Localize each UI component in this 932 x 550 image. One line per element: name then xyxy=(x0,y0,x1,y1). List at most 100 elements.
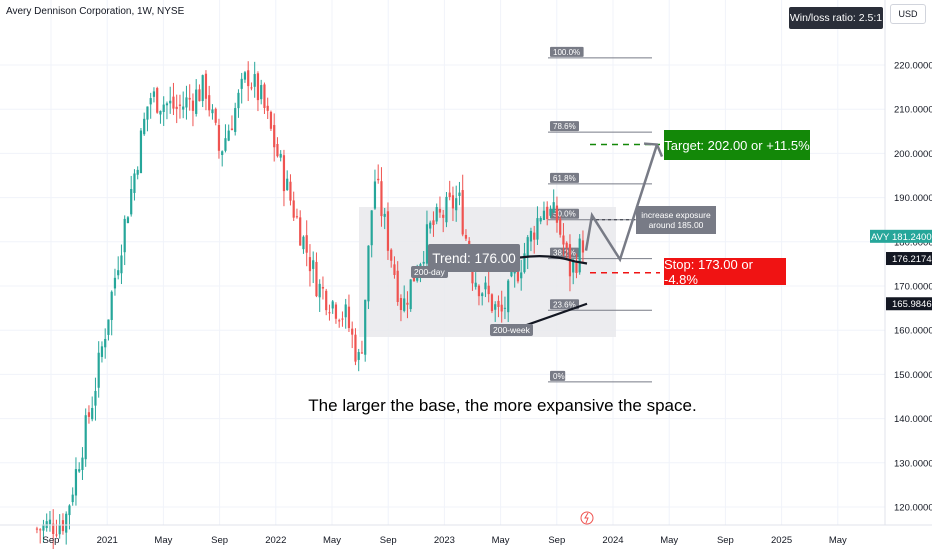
candle-body xyxy=(136,169,139,175)
candle-body xyxy=(318,283,321,298)
candle-body xyxy=(471,262,474,284)
candle-body xyxy=(455,198,458,211)
candle-body xyxy=(74,469,78,496)
candle-body xyxy=(533,232,536,240)
candle-body xyxy=(526,237,529,257)
projection-path xyxy=(584,144,659,263)
candle-body xyxy=(198,89,201,102)
candle-body xyxy=(542,210,546,221)
candle-body xyxy=(61,520,65,532)
candle-body xyxy=(191,100,195,111)
candle-body xyxy=(555,205,559,223)
fib-label-bg xyxy=(550,172,579,183)
candle-body xyxy=(393,264,396,276)
candle-body xyxy=(575,262,578,273)
y-tick-label: 150.0000 xyxy=(894,370,932,381)
candle-body xyxy=(123,218,126,253)
win-loss-badge: Win/loss ratio: 2.5:1 xyxy=(789,7,883,29)
increase-exposure-note: increase exposure around 185.00 xyxy=(636,206,716,234)
candle-body xyxy=(331,301,334,309)
candle-body xyxy=(266,105,269,111)
candle-body xyxy=(263,84,266,108)
candle-body xyxy=(84,415,87,460)
x-tick-label: May xyxy=(154,535,172,546)
candle-body xyxy=(312,260,315,269)
candle-body xyxy=(201,75,204,102)
candle-body xyxy=(507,280,510,313)
candle-body xyxy=(94,390,97,406)
symbol-tag-bg xyxy=(870,229,886,243)
candle-body xyxy=(65,513,68,533)
candle-body xyxy=(581,240,585,253)
candle-body xyxy=(230,128,234,130)
candle-body xyxy=(185,97,188,108)
candle-body xyxy=(357,352,360,360)
lightning-icon xyxy=(580,511,594,525)
candle-body xyxy=(295,216,299,218)
candle-body xyxy=(39,529,42,531)
note-line-2: around 185.00 xyxy=(648,220,704,230)
candle-body xyxy=(178,104,182,106)
x-tick-label: May xyxy=(660,535,678,546)
fib-label: 78.6% xyxy=(553,122,576,131)
candle-body xyxy=(273,125,276,148)
fib-label: 50.0% xyxy=(553,210,576,219)
x-tick-label: 2022 xyxy=(265,535,286,546)
candle-body xyxy=(42,524,45,531)
candle-body xyxy=(195,89,198,114)
candle-body xyxy=(338,320,341,322)
candle-body xyxy=(243,72,247,80)
candle-body xyxy=(377,178,380,181)
candle-body xyxy=(81,457,84,470)
candle-body xyxy=(425,224,429,264)
candle-body xyxy=(510,271,513,277)
candle-body xyxy=(204,73,208,99)
candle-body xyxy=(481,293,484,297)
y-tick-label: 120.0000 xyxy=(894,503,932,514)
candle-body xyxy=(351,328,354,335)
candle-body xyxy=(247,70,250,87)
candle-body xyxy=(91,407,94,420)
ma-200-week-label: 200-week xyxy=(490,324,533,336)
candle-body xyxy=(549,208,552,216)
candle-body xyxy=(399,298,403,310)
currency-button[interactable]: USD xyxy=(890,4,926,24)
candle-body xyxy=(503,307,507,309)
candle-body xyxy=(578,238,581,273)
candle-body xyxy=(52,523,55,535)
candle-body xyxy=(68,505,71,516)
candle-body xyxy=(256,73,260,101)
candle-body xyxy=(71,494,74,503)
candle-body xyxy=(487,285,490,295)
fib-label-bg xyxy=(550,247,579,258)
candle-body xyxy=(117,270,120,276)
y-tick-label: 170.0000 xyxy=(894,282,932,293)
candle-body xyxy=(253,74,256,87)
candle-body xyxy=(130,189,133,215)
candle-body xyxy=(149,98,152,105)
candle-body xyxy=(260,85,263,100)
candle-body xyxy=(565,242,568,248)
ma-price-tag: 165.9846 xyxy=(892,299,932,310)
candle-body xyxy=(546,206,549,220)
candle-body xyxy=(208,95,211,111)
ma-200-day-label: 200-day xyxy=(411,266,448,278)
fib-label-bg xyxy=(550,46,584,57)
candle-body xyxy=(497,300,500,307)
candle-body xyxy=(48,519,52,525)
candle-body xyxy=(403,298,406,311)
candle-body xyxy=(214,108,217,123)
candle-body xyxy=(383,213,386,217)
lightning-icon-bolt xyxy=(584,512,589,524)
candle-body xyxy=(308,257,312,272)
ma-price-tag-bg xyxy=(886,297,932,311)
x-tick-label: 2025 xyxy=(771,535,792,546)
candle-body xyxy=(152,91,156,97)
candle-body xyxy=(211,109,214,114)
candlestick-series xyxy=(35,61,585,550)
candle-body xyxy=(500,304,503,312)
symbol-tag: AVY xyxy=(871,232,890,243)
candle-body xyxy=(133,173,136,193)
candle-body xyxy=(373,181,377,209)
